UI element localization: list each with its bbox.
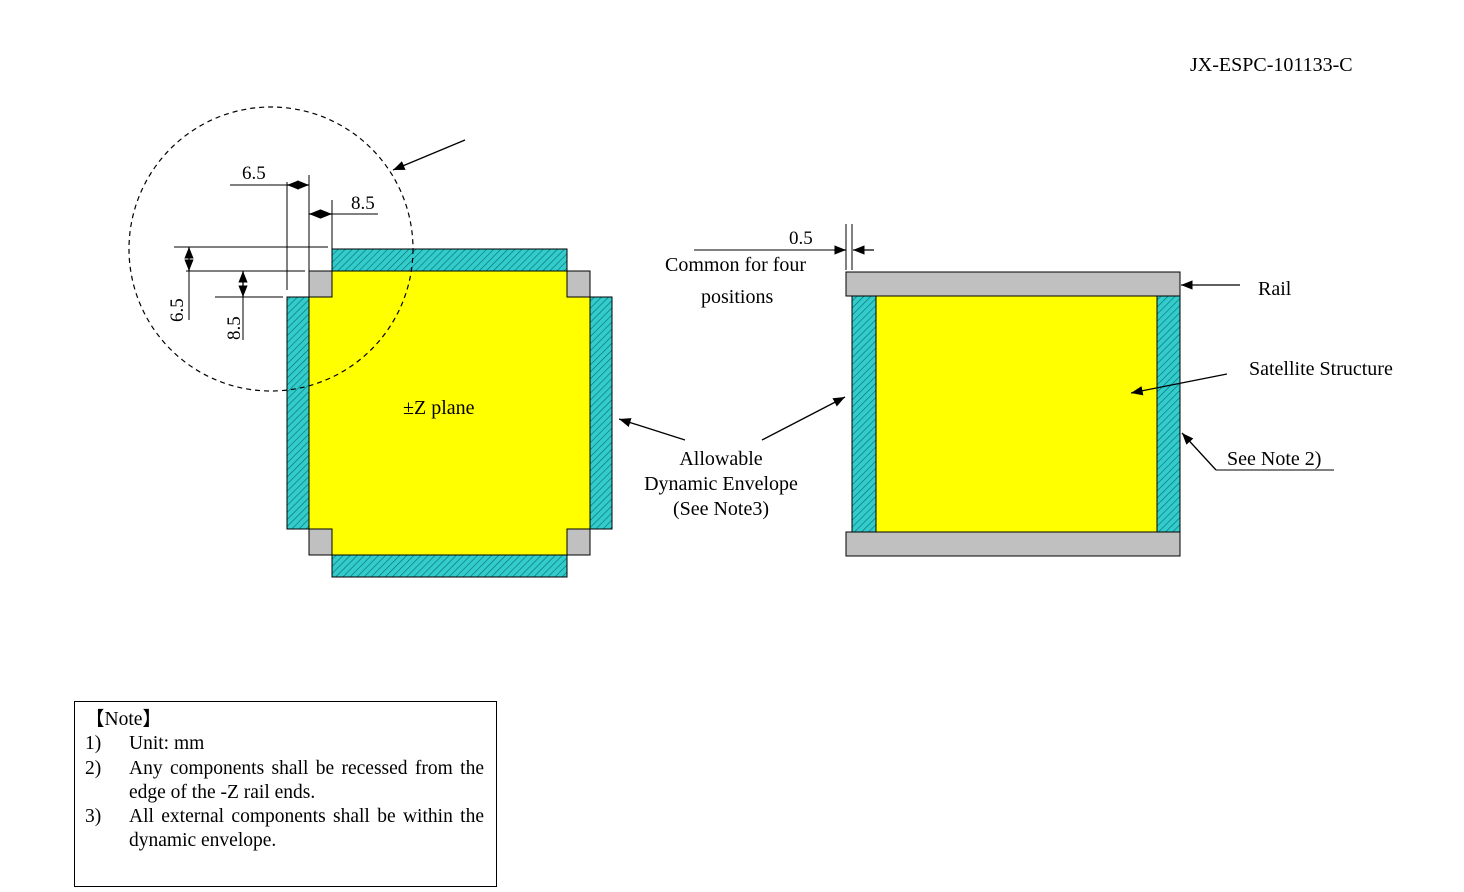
envelope-right	[589, 296, 613, 530]
envelope-pointer-left	[618, 418, 686, 441]
rail-bottom	[845, 531, 1181, 557]
z-plane-view: ±Z plane 6.5 8.5 6.5 8.5	[128, 106, 613, 578]
envelope-left	[286, 296, 310, 530]
dim-label-6-5-horizontal: 6.5	[242, 163, 266, 184]
rail-top	[845, 271, 1181, 297]
rail-corner-bottom-left	[308, 528, 333, 556]
common-label-line2: positions	[701, 286, 773, 308]
dim-label-6-5-vertical: 6.5	[167, 298, 188, 322]
rail-corner-bottom-right	[566, 528, 591, 556]
z-plane-label: ±Z plane	[403, 397, 475, 419]
detail-circle	[128, 106, 414, 392]
note-ref-pointer-arrow	[1181, 432, 1217, 471]
dim-label-8-5-horizontal: 8.5	[351, 193, 375, 214]
dim-label-0-5: 0.5	[789, 228, 813, 249]
envelope-label-line3: (See Note3)	[673, 498, 769, 520]
envelope-label-line1: Allowable	[679, 448, 762, 470]
note-item: 1) Unit: mm	[85, 732, 484, 756]
dim-label-8-5-vertical: 8.5	[224, 316, 245, 340]
side-view: Rail Satellite Structure See Note 2)	[845, 271, 1393, 557]
detail-pointer-arrow	[392, 139, 466, 171]
envelope-top	[331, 248, 568, 272]
note-text: All external components shall be within …	[129, 806, 484, 852]
envelope-bottom	[331, 554, 568, 578]
middle-labels: 0.5 Common for four positions Allowable …	[618, 224, 874, 520]
common-label-line1: Common for four	[665, 254, 806, 276]
note-text: Unit: mm	[129, 733, 205, 755]
notes-heading: 【Note】	[85, 709, 162, 730]
side-structure	[875, 295, 1158, 533]
structure-pointer-arrow	[1130, 373, 1228, 396]
note-item: 2) Any components shall be recessed from…	[85, 757, 484, 806]
rail-corner-top-right	[566, 270, 591, 298]
note-item: 3) All external components shall be with…	[85, 805, 484, 854]
note-number: 2)	[85, 757, 102, 779]
note-ref-label: See Note 2)	[1227, 448, 1321, 470]
document-id: JX-ESPC-101133-C	[1190, 54, 1353, 76]
envelope-label-line2: Dynamic Envelope	[644, 473, 798, 495]
envelope-pointer-right	[761, 396, 846, 441]
side-envelope-left	[851, 295, 877, 533]
structure-label: Satellite Structure	[1249, 358, 1393, 380]
rail-label: Rail	[1258, 278, 1292, 300]
rail-corner-top-left	[308, 270, 333, 298]
side-envelope-right	[1156, 295, 1181, 533]
note-number: 1)	[85, 733, 102, 755]
note-text: Any components shall be recessed from th…	[129, 757, 484, 803]
note-number: 3)	[85, 806, 102, 828]
notes-box: 【Note】 1) Unit: mm 2) Any components sha…	[74, 701, 497, 887]
